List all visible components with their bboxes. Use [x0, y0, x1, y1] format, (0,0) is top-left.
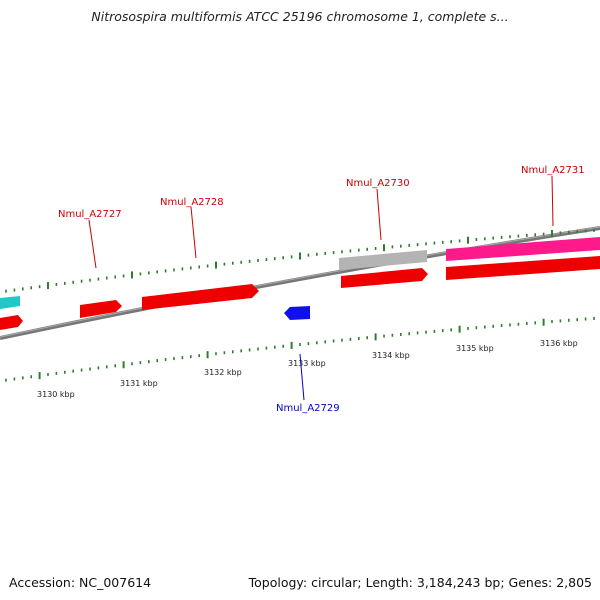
- tick-label-3134: 3134 kbp: [372, 351, 410, 360]
- cds-arrow: [80, 300, 122, 318]
- cds-arrow: [284, 306, 310, 320]
- cds-features: [0, 237, 600, 330]
- tick-label-3130: 3130 kbp: [37, 390, 75, 399]
- gene-label-nmul-a2729: Nmul_A2729: [276, 403, 340, 414]
- gene-label-nmul-a2728: Nmul_A2728: [160, 197, 224, 208]
- cds-arrow: [446, 256, 600, 280]
- tick-label-3136: 3136 kbp: [540, 339, 578, 348]
- cds-arrow: [142, 284, 259, 310]
- accession-text: Accession: NC_007614: [9, 575, 152, 590]
- gene-label-nmul-a2727: Nmul_A2727: [58, 209, 122, 220]
- genome-backbone: [0, 226, 600, 340]
- cds-block: [339, 250, 427, 270]
- outer-tick-ring: [5, 228, 595, 293]
- cds-block: [446, 237, 600, 261]
- cds-arrow: [0, 315, 23, 330]
- gene-leader-lines: [88, 175, 554, 401]
- tick-label-3135: 3135 kbp: [456, 344, 494, 353]
- gene-label-nmul-a2731: Nmul_A2731: [521, 165, 585, 176]
- gene-label-nmul-a2730: Nmul_A2730: [346, 178, 410, 189]
- cds-arrow: [341, 268, 428, 288]
- tick-label-3133: 3133 kbp: [288, 359, 326, 368]
- topology-summary: Topology: circular; Length: 3,184,243 bp…: [248, 575, 592, 590]
- tick-label-3132: 3132 kbp: [204, 368, 242, 377]
- cds-block: [0, 296, 20, 309]
- inner-tick-ring: [5, 316, 595, 382]
- tick-label-3131: 3131 kbp: [120, 379, 158, 388]
- map-title: Nitrosospira multiformis ATCC 25196 chro…: [91, 9, 509, 24]
